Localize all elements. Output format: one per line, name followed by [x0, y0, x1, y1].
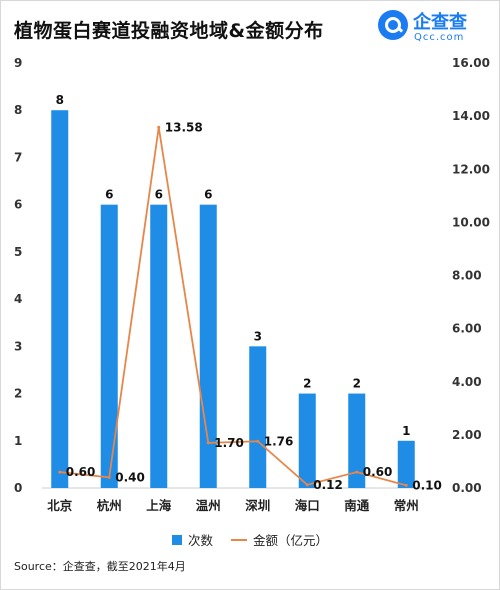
amount-point — [107, 475, 111, 479]
legend-label-count: 次数 — [187, 533, 213, 548]
qcc-logo: 企查查 Qcc.com — [378, 8, 486, 48]
source-note: Source：企查查，截至2021年4月 — [14, 560, 186, 573]
amount-point — [404, 483, 408, 487]
y-right-tick-label: 10.00 — [452, 215, 490, 229]
y-left-tick-label: 6 — [14, 198, 22, 212]
bar — [249, 346, 267, 488]
line-value-label: 0.60 — [66, 465, 96, 479]
legend: 次数 金额（亿元） — [0, 530, 500, 549]
legend-item-count: 次数 — [171, 530, 213, 549]
amount-point — [305, 483, 309, 487]
y-right-tick-label: 0.00 — [452, 481, 482, 495]
amount-line — [59, 127, 407, 487]
y-left-tick-label: 7 — [14, 150, 22, 164]
bar-value-label: 8 — [56, 93, 64, 107]
x-category-label: 南通 — [344, 498, 370, 513]
amount-point — [58, 470, 62, 474]
x-category-label: 温州 — [196, 498, 221, 513]
logo-text-en: Qcc.com — [414, 32, 465, 43]
amount-point — [256, 439, 260, 443]
x-category-label: 北京 — [47, 498, 73, 513]
y-left-tick-label: 5 — [14, 245, 22, 259]
bar-value-label: 6 — [155, 188, 163, 202]
amount-point — [355, 470, 359, 474]
y-right-tick-label: 2.00 — [452, 428, 482, 442]
bar-value-label: 6 — [105, 188, 113, 202]
line-value-label: 0.60 — [363, 465, 393, 479]
x-category-label: 上海 — [146, 498, 172, 513]
x-category-label: 杭州 — [97, 498, 122, 513]
bar-value-label: 6 — [204, 188, 212, 202]
y-left-tick-label: 1 — [14, 434, 22, 448]
bar-value-label: 3 — [254, 329, 262, 343]
logo-text-cn: 企查查 — [413, 12, 467, 33]
y-left-tick-label: 4 — [14, 292, 22, 306]
line-value-label: 0.12 — [313, 478, 343, 492]
y-right-tick-label: 6.00 — [452, 322, 482, 336]
line-value-label: 0.10 — [412, 478, 442, 492]
bar — [298, 393, 316, 488]
bar-value-label: 1 — [402, 424, 410, 438]
legend-label-amount: 金额（亿元） — [253, 533, 329, 548]
bar — [397, 440, 415, 488]
legend-line-swatch — [231, 538, 247, 541]
legend-item-amount: 金额（亿元） — [231, 530, 328, 549]
y-left-tick-label: 3 — [14, 339, 22, 353]
y-left-tick-label: 2 — [14, 387, 22, 401]
y-right-tick-label: 14.00 — [452, 109, 490, 123]
y-right-tick-label: 16.00 — [452, 56, 490, 70]
bar — [150, 204, 168, 488]
y-right-tick-label: 12.00 — [452, 162, 490, 176]
y-left-tick-label: 0 — [14, 481, 22, 495]
y-right-tick-label: 8.00 — [452, 269, 482, 283]
amount-point — [157, 125, 161, 129]
bar — [348, 393, 366, 488]
x-category-label: 深圳 — [245, 498, 270, 513]
amount-point — [206, 441, 210, 445]
x-category-label: 海口 — [295, 498, 320, 513]
y-left-tick-label: 8 — [14, 103, 22, 117]
y-left-tick-label: 9 — [14, 56, 22, 70]
qcc-logo-icon — [378, 10, 408, 40]
x-category-label: 常州 — [394, 498, 419, 513]
line-value-label: 1.76 — [264, 434, 294, 448]
line-value-label: 13.58 — [165, 120, 203, 134]
line-value-label: 1.70 — [214, 436, 244, 450]
legend-bar-swatch — [171, 534, 182, 545]
chart-title: 植物蛋白赛道投融资地域&金额分布 — [14, 20, 324, 42]
bar — [51, 110, 69, 488]
line-value-label: 0.40 — [115, 470, 145, 484]
bar-value-label: 2 — [303, 377, 311, 391]
y-right-tick-label: 4.00 — [452, 375, 482, 389]
bar-value-label: 2 — [353, 377, 361, 391]
bar — [100, 204, 118, 488]
